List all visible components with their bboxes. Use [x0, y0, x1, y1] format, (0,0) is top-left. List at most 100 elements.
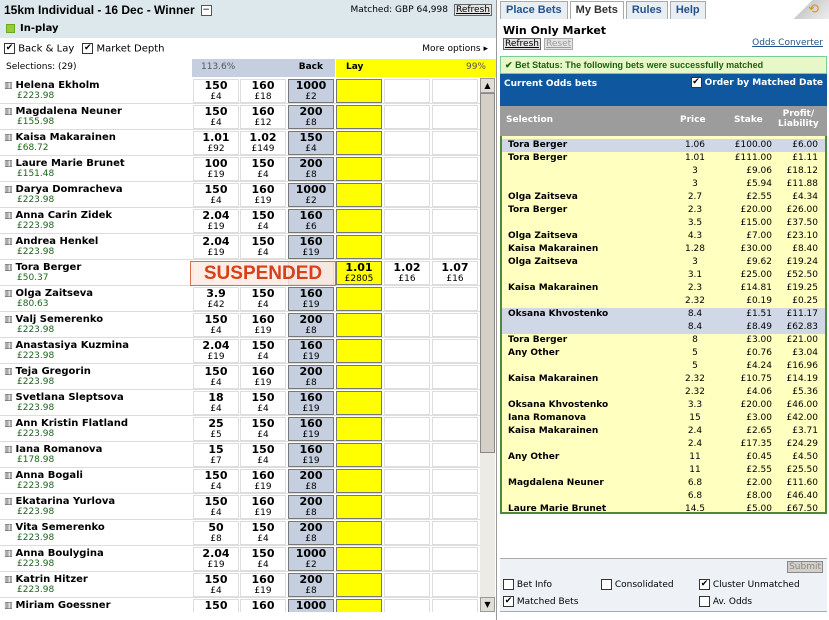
back-price-cell[interactable]: 150 £4	[240, 157, 286, 181]
chart-icon[interactable]: ▥	[4, 471, 13, 481]
runner-name[interactable]: ▥ Anna Carin Zidek	[4, 210, 112, 221]
lay-price-cell[interactable]	[384, 521, 430, 545]
lay-price-cell[interactable]	[384, 287, 430, 311]
chart-icon[interactable]: ▥	[4, 549, 13, 559]
back-lay-checkbox[interactable]: ✔ Back & Lay	[4, 42, 74, 54]
lay-price-cell[interactable]	[336, 79, 382, 103]
lay-price-cell[interactable]	[336, 131, 382, 155]
lay-price-cell[interactable]	[432, 287, 478, 311]
back-price-cell[interactable]: 200 £8	[288, 495, 334, 519]
back-price-cell[interactable]: 150 £4	[240, 391, 286, 415]
lay-price-cell[interactable]	[432, 495, 478, 519]
bets-refresh-button[interactable]: Refresh	[503, 38, 541, 50]
back-price-cell[interactable]: 200 £8	[288, 469, 334, 493]
back-price-cell[interactable]: 160 £19	[288, 391, 334, 415]
lay-price-cell[interactable]	[336, 313, 382, 337]
lay-price-cell[interactable]	[336, 599, 382, 612]
runner-name[interactable]: ▥ Iana Romanova	[4, 444, 102, 455]
lay-price-cell[interactable]	[336, 235, 382, 259]
lay-price-cell[interactable]	[432, 469, 478, 493]
lay-price-cell[interactable]	[384, 495, 430, 519]
chart-icon[interactable]: ▥	[4, 133, 13, 143]
chart-icon[interactable]: ▥	[4, 107, 13, 117]
lay-price-cell[interactable]	[384, 599, 430, 612]
chart-icon[interactable]: ▥	[4, 341, 13, 351]
order-by-date-checkbox[interactable]: ✔ Order by Matched Date	[690, 77, 823, 88]
lay-price-cell[interactable]	[384, 391, 430, 415]
back-price-cell[interactable]: 160 £18	[240, 79, 286, 103]
lay-price-cell[interactable]	[384, 573, 430, 597]
lay-price-cell[interactable]	[432, 547, 478, 571]
back-price-cell[interactable]: 200 £8	[288, 521, 334, 545]
tab-rules[interactable]: Rules	[625, 1, 668, 19]
back-price-cell[interactable]: 160 £19	[240, 469, 286, 493]
lay-price-cell[interactable]	[432, 443, 478, 467]
runner-name[interactable]: ▥ Laure Marie Brunet	[4, 158, 125, 169]
tab-help[interactable]: Help	[669, 1, 706, 19]
back-price-cell[interactable]: 200 £8	[288, 157, 334, 181]
back-price-cell[interactable]: 150 £4	[240, 547, 286, 571]
runner-name[interactable]: ▥ Darya Domracheva	[4, 184, 123, 195]
odds-converter-link[interactable]: Odds Converter	[752, 38, 823, 48]
back-price-cell[interactable]: 1000 £2	[288, 183, 334, 207]
back-price-cell[interactable]: 160	[240, 599, 286, 612]
lay-price-cell[interactable]	[432, 131, 478, 155]
lay-price-cell[interactable]	[336, 547, 382, 571]
back-price-cell[interactable]: 150 £4	[240, 521, 286, 545]
back-price-cell[interactable]: 160 £19	[240, 183, 286, 207]
runners-scrollbar[interactable]: ▲ ▼	[480, 78, 495, 612]
back-price-cell[interactable]: 3.9 £42	[193, 287, 239, 311]
back-price-cell[interactable]: 160 £6	[288, 209, 334, 233]
bet-info-checkbox[interactable]: Bet Info	[503, 579, 552, 590]
back-price-cell[interactable]: 200 £8	[288, 105, 334, 129]
lay-price-cell[interactable]	[384, 131, 430, 155]
lay-price-cell[interactable]	[384, 469, 430, 493]
lay-price-cell[interactable]	[336, 469, 382, 493]
lay-price-cell[interactable]	[384, 183, 430, 207]
chart-icon[interactable]: ▥	[4, 575, 13, 585]
chart-icon[interactable]: ▥	[4, 81, 13, 91]
back-price-cell[interactable]: 150 £4	[193, 105, 239, 129]
reset-button[interactable]: Reset	[544, 38, 574, 50]
lay-price-cell[interactable]	[336, 157, 382, 181]
chart-icon[interactable]: ▥	[4, 159, 13, 169]
runner-name[interactable]: ▥ Anna Bogali	[4, 470, 83, 481]
back-price-cell[interactable]: 18 £4	[193, 391, 239, 415]
runner-name[interactable]: ▥ Miriam Goessner	[4, 600, 111, 611]
lay-price-cell[interactable]: 1.01 £2805	[336, 261, 382, 285]
lay-price-cell[interactable]	[336, 365, 382, 389]
back-price-cell[interactable]: 2.04 £19	[193, 547, 239, 571]
runner-name[interactable]: ▥ Ekatarina Yurlova	[4, 496, 115, 507]
market-depth-checkbox[interactable]: ✔ Market Depth	[82, 42, 164, 54]
av-odds-checkbox[interactable]: Av. Odds	[699, 596, 752, 607]
back-price-cell[interactable]: 100 £19	[193, 157, 239, 181]
back-price-cell[interactable]: 160 £12	[240, 105, 286, 129]
lay-price-cell[interactable]	[384, 209, 430, 233]
runner-name[interactable]: ▥ Anna Boulygina	[4, 548, 104, 559]
scroll-thumb[interactable]	[480, 93, 495, 453]
lay-price-cell[interactable]	[336, 287, 382, 311]
back-price-cell[interactable]: 150 £4	[240, 417, 286, 441]
lay-price-cell[interactable]	[336, 417, 382, 441]
back-price-cell[interactable]: 1000	[288, 599, 334, 612]
runner-name[interactable]: ▥ Tora Berger	[4, 262, 81, 273]
back-price-cell[interactable]: 150 £4	[193, 495, 239, 519]
lay-price-cell[interactable]	[384, 443, 430, 467]
back-price-cell[interactable]: 150 £4	[240, 339, 286, 363]
lay-price-cell[interactable]	[336, 339, 382, 363]
lay-price-cell[interactable]	[432, 79, 478, 103]
chart-icon[interactable]: ▥	[4, 367, 13, 377]
chart-icon[interactable]: ▥	[4, 601, 13, 611]
lay-price-cell[interactable]	[432, 573, 478, 597]
refresh-cycle-icon[interactable]: ⟲	[808, 2, 819, 17]
lay-price-cell[interactable]	[432, 183, 478, 207]
chart-icon[interactable]: ▥	[4, 185, 13, 195]
back-price-cell[interactable]: 150	[193, 599, 239, 612]
back-price-cell[interactable]: 200 £8	[288, 573, 334, 597]
lay-price-cell[interactable]	[432, 157, 478, 181]
runner-name[interactable]: ▥ Anastasiya Kuzmina	[4, 340, 129, 351]
runner-name[interactable]: ▥ Kaisa Makarainen	[4, 132, 116, 143]
runner-name[interactable]: ▥ Magdalena Neuner	[4, 106, 122, 117]
back-price-cell[interactable]: 25 £5	[193, 417, 239, 441]
back-price-cell[interactable]: 160 £19	[288, 339, 334, 363]
